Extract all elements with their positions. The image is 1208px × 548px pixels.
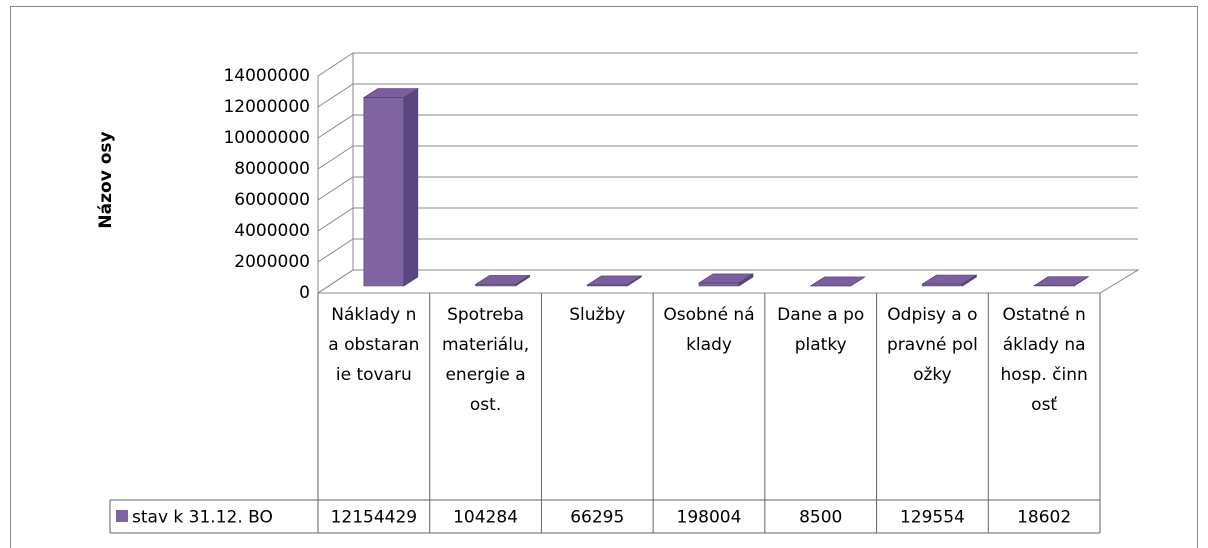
side-wall <box>317 53 354 294</box>
bar-top <box>586 275 643 286</box>
bar <box>809 276 866 287</box>
y-tick-label: 4000000 <box>234 221 310 241</box>
grid-line <box>317 207 1138 232</box>
category-label: Osobné náklady <box>663 305 755 355</box>
table-value: 8500 <box>799 508 842 528</box>
bar-top <box>809 276 866 287</box>
bar <box>1033 276 1090 287</box>
category-label: Spotreba materiálu, energie a ost. <box>441 305 530 415</box>
chart-border <box>10 6 1198 548</box>
y-axis-title: Názov osy <box>96 131 116 228</box>
grid-line <box>317 145 1138 170</box>
y-tick-label: 6000000 <box>234 190 310 210</box>
y-tick-label: 8000000 <box>234 159 310 179</box>
grid-line <box>317 83 1138 108</box>
table-value: 12154429 <box>331 508 418 528</box>
y-tick-label: 2000000 <box>234 252 310 272</box>
bar-top <box>697 273 755 284</box>
bar-side <box>403 88 419 287</box>
table-value: 18602 <box>1017 508 1071 528</box>
bar-front <box>363 97 405 287</box>
bar-front <box>698 282 740 287</box>
category-label: Ostatné náklady na hosp. činnosť <box>1000 305 1088 415</box>
grid-line <box>317 176 1138 201</box>
bar-front <box>922 283 963 287</box>
table-value: 129554 <box>900 508 965 528</box>
bar-top <box>362 88 419 98</box>
legend-swatch <box>116 510 128 522</box>
table-value: 198004 <box>677 508 742 528</box>
grid-line <box>317 269 1138 294</box>
bar-top <box>1033 276 1090 287</box>
table-value: 104284 <box>453 508 518 528</box>
bar-top <box>474 275 531 285</box>
grid-line <box>317 114 1138 139</box>
table-value: 66295 <box>570 508 624 528</box>
category-label: Služby <box>569 305 626 325</box>
y-tick-label: 12000000 <box>223 97 310 117</box>
category-label: Odpisy a opravné položky <box>887 305 978 385</box>
bar-top <box>921 274 978 285</box>
bar <box>697 273 755 287</box>
bar <box>474 274 531 287</box>
legend-label: stav k 31.12. BO <box>132 508 273 528</box>
bar <box>362 88 419 287</box>
category-label: Náklady na obstaranie tovaru <box>328 305 420 385</box>
y-tick-label: 10000000 <box>223 128 310 148</box>
y-tick-label: 0 <box>299 283 310 303</box>
grid-line <box>317 238 1138 263</box>
grid-line <box>317 52 1138 77</box>
y-tick-label: 14000000 <box>223 66 310 86</box>
category-label: Dane a poplatky <box>777 305 865 355</box>
bar <box>586 275 643 287</box>
bar <box>921 274 978 287</box>
